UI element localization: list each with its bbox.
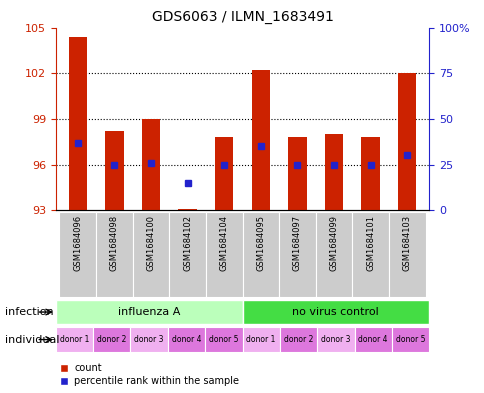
FancyBboxPatch shape (93, 327, 130, 352)
Text: GSM1684095: GSM1684095 (256, 215, 265, 271)
FancyBboxPatch shape (56, 327, 93, 352)
FancyBboxPatch shape (242, 212, 278, 297)
Text: donor 2: donor 2 (97, 335, 126, 344)
FancyBboxPatch shape (315, 212, 351, 297)
Bar (287, 137, 306, 210)
Text: GSM1684103: GSM1684103 (402, 215, 411, 271)
FancyBboxPatch shape (206, 212, 242, 297)
Text: GSM1684102: GSM1684102 (182, 215, 192, 271)
FancyBboxPatch shape (56, 300, 242, 324)
FancyBboxPatch shape (279, 327, 317, 352)
Text: donor 4: donor 4 (171, 335, 201, 344)
Bar (361, 137, 379, 210)
FancyBboxPatch shape (242, 300, 428, 324)
Title: GDS6063 / ILMN_1683491: GDS6063 / ILMN_1683491 (151, 10, 333, 24)
Text: individual: individual (5, 334, 59, 345)
FancyBboxPatch shape (205, 327, 242, 352)
FancyBboxPatch shape (96, 212, 133, 297)
FancyBboxPatch shape (317, 327, 354, 352)
Text: GSM1684098: GSM1684098 (110, 215, 119, 271)
Text: donor 5: donor 5 (209, 335, 238, 344)
FancyBboxPatch shape (351, 212, 388, 297)
FancyBboxPatch shape (133, 212, 169, 297)
Bar (251, 70, 270, 210)
Text: donor 3: donor 3 (320, 335, 350, 344)
Bar (397, 73, 416, 210)
Text: donor 4: donor 4 (358, 335, 387, 344)
Text: GSM1684104: GSM1684104 (219, 215, 228, 271)
Legend: count, percentile rank within the sample: count, percentile rank within the sample (60, 363, 239, 386)
Text: donor 1: donor 1 (246, 335, 275, 344)
FancyBboxPatch shape (60, 212, 96, 297)
Text: donor 3: donor 3 (134, 335, 164, 344)
Bar (214, 137, 233, 210)
FancyBboxPatch shape (130, 327, 167, 352)
Bar (141, 119, 160, 210)
Bar (68, 37, 87, 210)
FancyBboxPatch shape (242, 327, 279, 352)
Text: GSM1684101: GSM1684101 (365, 215, 374, 271)
FancyBboxPatch shape (169, 212, 206, 297)
Bar (178, 209, 197, 210)
FancyBboxPatch shape (388, 212, 424, 297)
Text: GSM1684096: GSM1684096 (73, 215, 82, 271)
Text: infection: infection (5, 307, 53, 317)
Text: donor 2: donor 2 (283, 335, 313, 344)
Bar (105, 131, 123, 210)
Text: influenza A: influenza A (118, 307, 180, 317)
Bar (324, 134, 343, 210)
Text: no virus control: no virus control (292, 307, 378, 317)
FancyBboxPatch shape (167, 327, 205, 352)
Text: GSM1684097: GSM1684097 (292, 215, 302, 271)
FancyBboxPatch shape (278, 212, 315, 297)
Text: GSM1684100: GSM1684100 (146, 215, 155, 271)
Text: donor 5: donor 5 (395, 335, 424, 344)
FancyBboxPatch shape (354, 327, 391, 352)
Text: GSM1684099: GSM1684099 (329, 215, 338, 271)
FancyBboxPatch shape (391, 327, 428, 352)
Text: donor 1: donor 1 (60, 335, 89, 344)
